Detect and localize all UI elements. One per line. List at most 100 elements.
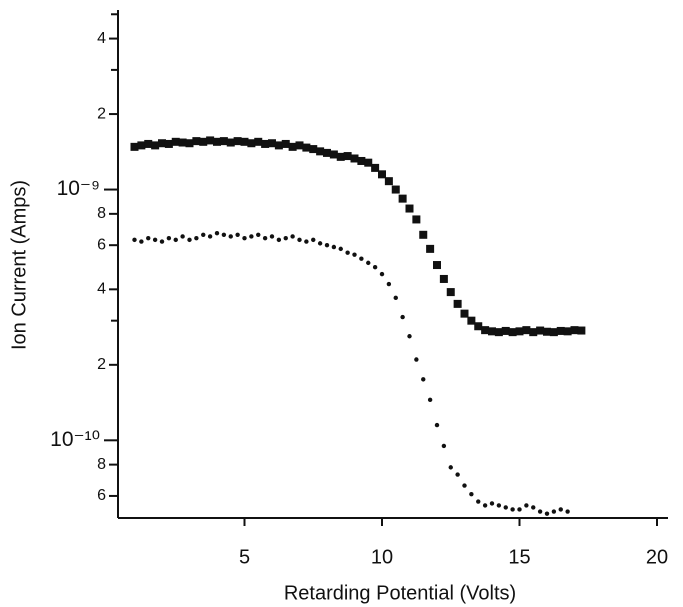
square-point [192, 137, 201, 146]
dot-point [366, 260, 371, 266]
square-point [213, 137, 221, 146]
x-axis-label: Retarding Potential (Volts) [284, 582, 516, 604]
dot-point [551, 509, 557, 514]
square-point [274, 141, 283, 150]
y-tick-label: 2 [97, 105, 106, 122]
y-axis-label: Ion Current (Amps) [8, 180, 30, 350]
square-point [453, 299, 462, 308]
square-point [419, 230, 428, 239]
dot-point [531, 505, 536, 510]
dot-point [297, 237, 302, 243]
dot-point [441, 443, 447, 449]
y-tick-label: 6 [97, 236, 106, 253]
square-point [329, 150, 338, 159]
square-point [378, 170, 386, 179]
y-tick-label: 4 [97, 30, 106, 47]
dot-point [434, 422, 440, 428]
square-point [336, 152, 345, 161]
dot-point [407, 334, 412, 339]
square-point [247, 139, 256, 148]
dot-point [517, 507, 522, 512]
square-point [364, 158, 373, 167]
square-point [144, 139, 153, 148]
square-point [281, 139, 290, 148]
dot-point [173, 237, 178, 243]
x-tick-label: 20 [646, 546, 668, 568]
dot-point [496, 503, 502, 508]
square-point [433, 261, 441, 270]
square-point [261, 139, 270, 148]
dot-point [187, 237, 192, 243]
dot-point [228, 234, 233, 239]
dot-point [304, 239, 309, 244]
square-point [529, 328, 538, 337]
dot-point [372, 265, 378, 270]
square-point [570, 326, 579, 335]
dot-point [214, 230, 220, 236]
square-point [522, 326, 531, 335]
square-point [199, 137, 208, 146]
square-point [171, 137, 180, 146]
y-tick-label: 10⁻⁹ [57, 177, 100, 200]
square-point [412, 215, 421, 224]
dot-point [194, 235, 199, 241]
dot-point [207, 234, 213, 239]
square-point [543, 327, 551, 336]
square-point [219, 137, 228, 146]
square-point [371, 163, 380, 172]
dot-point [558, 507, 563, 512]
dot-point [221, 232, 227, 237]
dot-point [352, 252, 357, 257]
square-point [302, 143, 311, 152]
dot-point [448, 465, 453, 470]
square-point [405, 204, 414, 213]
square-point [295, 141, 304, 150]
square-point [178, 138, 187, 147]
dot-point [132, 237, 137, 243]
dot-point [283, 235, 288, 241]
dot-point [462, 483, 467, 488]
square-point [556, 326, 565, 335]
square-point [226, 138, 235, 147]
square-point [350, 154, 359, 163]
square-point [467, 316, 476, 325]
square-point [481, 326, 490, 335]
square-point [151, 141, 160, 150]
square-point [268, 139, 276, 148]
square-point [288, 142, 297, 151]
square-point [233, 137, 242, 146]
dot-point [262, 235, 268, 241]
dot-point [414, 357, 419, 362]
square-point [501, 326, 510, 335]
dot-point [235, 232, 240, 237]
square-point [254, 137, 263, 146]
square-point [488, 327, 496, 336]
square-point [130, 142, 139, 151]
dot-point [317, 241, 323, 246]
square-point [549, 328, 558, 337]
dot-point [256, 232, 261, 237]
y-tick-label: 2 [97, 356, 106, 373]
x-tick-label: 5 [239, 546, 250, 568]
dot-point [482, 503, 488, 508]
dot-point [565, 509, 570, 514]
dot-point [276, 237, 282, 243]
dot-point [311, 237, 316, 243]
square-point [439, 274, 448, 283]
square-point [577, 326, 586, 335]
y-tick-label: 8 [97, 456, 106, 473]
y-tick-label: 4 [97, 281, 106, 298]
dot-point [427, 397, 433, 403]
square-point [474, 322, 483, 331]
square-point [357, 156, 366, 165]
square-point [137, 141, 146, 150]
square-point [164, 139, 173, 148]
dot-point [393, 295, 398, 301]
x-tick-label: 15 [508, 546, 530, 568]
square-point [384, 177, 393, 186]
square-point [185, 139, 194, 148]
dot-point [201, 232, 206, 237]
dot-point [455, 472, 460, 477]
dot-point [359, 256, 364, 261]
dot-point [269, 234, 275, 239]
